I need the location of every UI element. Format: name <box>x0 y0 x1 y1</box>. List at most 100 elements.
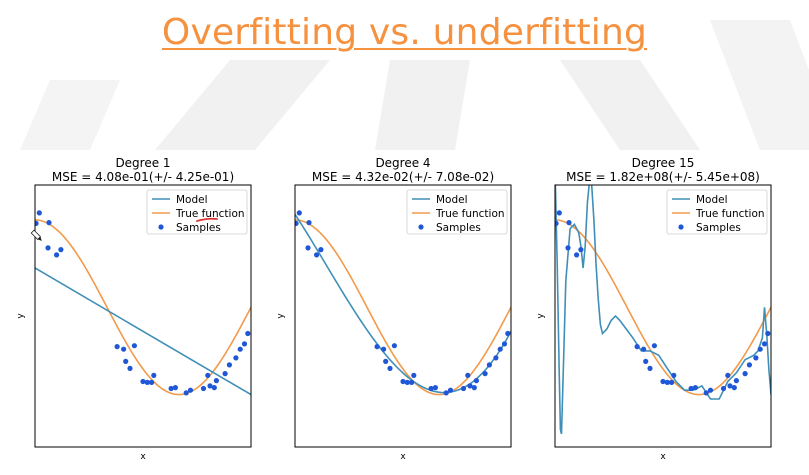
y-axis-label: y <box>16 313 26 319</box>
legend-box <box>666 189 768 235</box>
sample-point <box>465 372 471 378</box>
sample-point <box>505 330 511 337</box>
legend: Model True function Samples <box>666 189 768 235</box>
sample-point <box>54 252 60 258</box>
sample-point <box>643 358 649 364</box>
sample-point <box>574 252 580 258</box>
sample-point <box>226 362 232 368</box>
sample-point <box>151 372 157 378</box>
sample-point <box>295 220 299 226</box>
sample-point <box>501 341 508 347</box>
sample-point <box>746 362 752 368</box>
sample-point <box>233 355 239 361</box>
sample-point <box>486 362 492 368</box>
sample-point <box>671 372 677 378</box>
true-function-line <box>555 219 771 396</box>
sample-point <box>467 383 473 389</box>
sample-point <box>565 245 571 251</box>
plot-area <box>295 210 511 396</box>
sample-point <box>727 383 733 389</box>
sample-point <box>664 379 670 385</box>
sample-point <box>144 379 150 385</box>
sample-point <box>447 387 454 393</box>
sample-point <box>566 220 572 226</box>
chart-mse-subtitle: MSE = 4.32e-02(+/- 7.08e-02) <box>312 170 494 184</box>
sample-point <box>443 390 449 396</box>
axes-frame <box>554 184 772 448</box>
sample-point <box>222 371 228 377</box>
plot-area <box>555 185 771 435</box>
legend-true-function-label: True function <box>435 208 505 220</box>
plot-area <box>35 210 251 396</box>
model-line <box>555 185 771 435</box>
legend-samples-marker <box>418 224 424 230</box>
sample-point <box>482 371 488 377</box>
sample-point <box>733 378 739 384</box>
sample-point <box>692 385 698 391</box>
sample-point <box>127 365 133 371</box>
true-function-line <box>35 219 251 396</box>
sample-point <box>187 387 194 393</box>
sample-point <box>213 378 219 384</box>
legend-samples-label: Samples <box>176 222 221 234</box>
legend-model-label: Model <box>696 194 728 206</box>
sample-point <box>305 245 311 251</box>
sample-point <box>688 385 694 392</box>
sample-point <box>725 372 731 378</box>
sample-point <box>207 383 213 389</box>
sample-point <box>172 385 178 391</box>
sample-point <box>432 385 438 391</box>
sample-point <box>660 378 666 385</box>
sample-point <box>493 355 499 361</box>
sample-point <box>35 220 39 226</box>
legend: Model True function Samples <box>406 189 508 235</box>
sample-point <box>306 220 312 226</box>
sample-point <box>428 385 434 392</box>
sample-point <box>58 247 64 253</box>
sample-point <box>245 330 251 337</box>
true-function-line <box>295 219 511 396</box>
sample-point <box>318 247 324 253</box>
sample-point <box>400 378 406 385</box>
sample-point <box>471 385 477 391</box>
x-axis-label: x <box>660 452 666 462</box>
chart-mse-subtitle: MSE = 4.08e-01(+/- 4.25e-01) <box>52 170 234 184</box>
x-axis-label: x <box>400 452 406 462</box>
sample-point <box>36 210 42 216</box>
legend-model-label: Model <box>436 194 468 206</box>
sample-point <box>121 346 127 352</box>
legend-box <box>146 189 248 235</box>
sample-point <box>753 355 759 361</box>
sample-point <box>114 344 120 350</box>
sample-point <box>131 343 137 349</box>
sample-point <box>374 344 380 350</box>
legend: Model True function Samples <box>146 189 248 235</box>
legend-samples-marker <box>678 224 684 230</box>
sample-point <box>296 210 302 216</box>
axes-frame <box>294 184 512 448</box>
sample-point <box>473 378 479 384</box>
legend-true-function-label: True function <box>175 208 245 220</box>
chart-title: Degree 15 <box>632 156 695 170</box>
sample-point <box>460 385 467 392</box>
sample-point <box>669 379 675 385</box>
sample-point <box>404 379 410 385</box>
sample-point <box>731 385 737 391</box>
sample-point <box>45 245 51 251</box>
model-line <box>35 267 251 396</box>
chart-mse-subtitle: MSE = 1.82e+08(+/- 5.45e+08) <box>566 170 760 184</box>
legend-samples-marker <box>158 224 164 230</box>
sample-point <box>761 341 768 347</box>
slide-title: Overfitting vs. underfitting <box>161 12 648 53</box>
sample-point <box>149 379 155 385</box>
sample-point <box>168 385 174 392</box>
sample-point <box>383 358 389 364</box>
red-underline-annotation <box>196 217 218 222</box>
sample-point <box>742 371 748 377</box>
axes-frame <box>34 184 252 448</box>
chart-title: Degree 1 <box>115 156 170 170</box>
